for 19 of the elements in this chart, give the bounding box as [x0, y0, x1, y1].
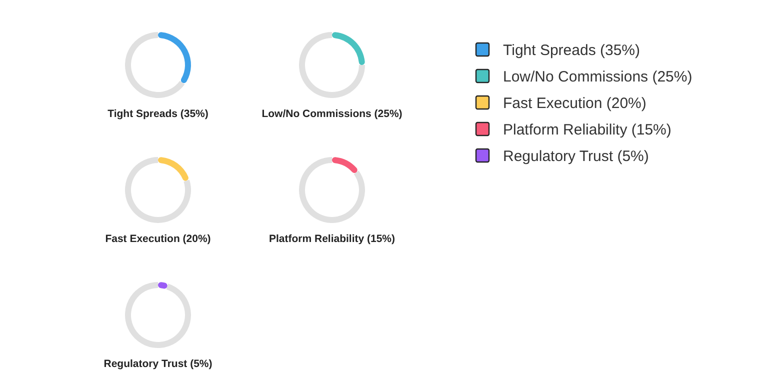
legend-label: Platform Reliability (15%): [503, 122, 672, 138]
legend-label: Fast Execution (20%): [503, 95, 646, 112]
donut-slice: [299, 32, 365, 98]
donut-slice: [158, 32, 191, 84]
legend-label: Low/No Commissions (25%): [503, 68, 692, 86]
text: Platform Reliability (15%): [268, 233, 396, 245]
donut-slice: [125, 157, 191, 223]
donut-slice: [158, 282, 168, 289]
text: Low/No Commissions (25%): [262, 108, 402, 120]
donut-slice: [299, 157, 365, 223]
donut-slice: [158, 157, 188, 181]
legend-label: Tight Spreads (35%): [503, 42, 640, 59]
donut-slice: [332, 32, 365, 65]
text: Tight Spreads (35%): [108, 108, 208, 120]
text: Fast Execution (20%): [105, 233, 211, 245]
donut-slice: [332, 157, 358, 174]
donut-slice: [125, 32, 185, 98]
text: Regulatory Trust (5%): [104, 358, 212, 370]
legend-label: Regulatory Trust (5%): [503, 148, 649, 165]
